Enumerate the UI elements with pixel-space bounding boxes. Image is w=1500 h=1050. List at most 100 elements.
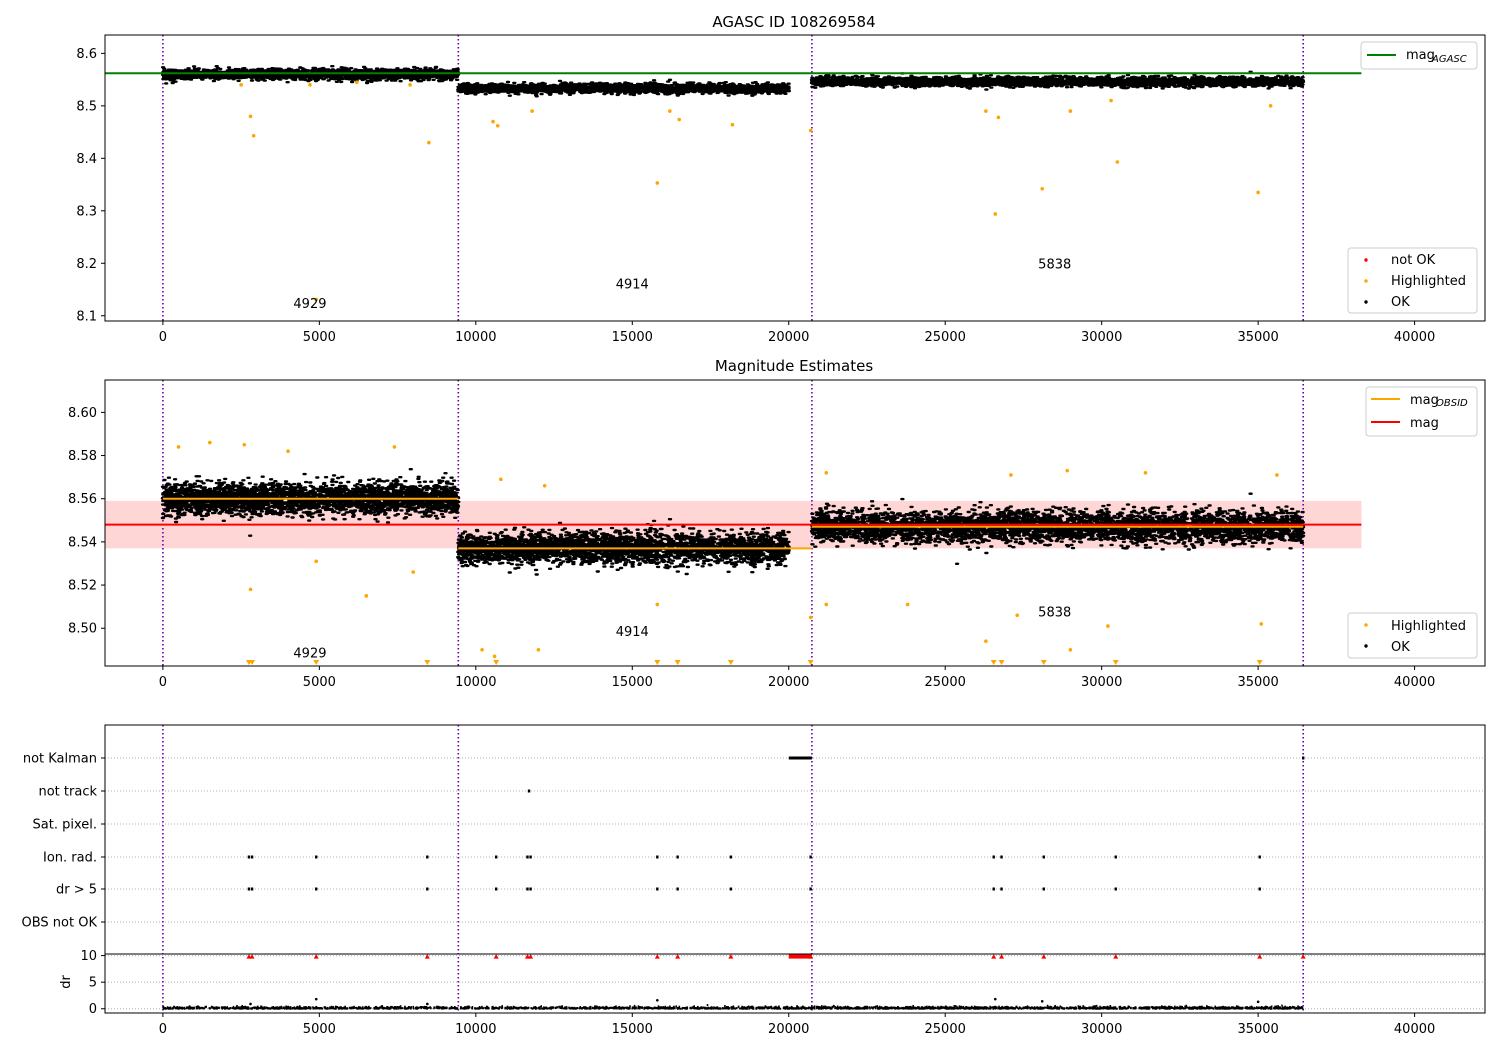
highlighted-point (1256, 190, 1260, 195)
highlighted-point (208, 440, 212, 445)
dr-points (162, 1004, 1304, 1010)
panel-agasc: AGASC ID 108269584 0 5000 10000 15000 20000 2… (76, 13, 1486, 345)
highlighted-point (248, 114, 253, 119)
highlighted-point (808, 615, 813, 620)
x-tick-label: 20000 (768, 330, 809, 345)
highlighted-point (808, 128, 813, 133)
highlighted-point (480, 648, 484, 652)
obsid-label: 4914 (616, 625, 649, 640)
x-tick-label: 5000 (303, 675, 336, 690)
x-tick-label: 0 (159, 330, 167, 345)
highlighted-point (1040, 186, 1045, 191)
highlighted-point (993, 212, 998, 216)
legend-label: mag (1406, 48, 1435, 63)
highlighted-point (308, 83, 312, 87)
highlighted-point (314, 297, 319, 302)
flag-point (1258, 855, 1261, 859)
highlighted-point (536, 648, 541, 652)
flag-point (529, 887, 532, 891)
dr-clipped-marker (1257, 954, 1263, 959)
highlighted-point (364, 594, 369, 598)
flag-point (247, 855, 251, 859)
flag-point (992, 855, 995, 859)
dr-clipped-marker (1300, 954, 1306, 959)
dr-clipped-marker (675, 954, 681, 959)
y-tick-label: 8.1 (76, 309, 97, 324)
x-tick-label: 0 (159, 1022, 167, 1037)
x-tick-label: 30000 (1081, 1022, 1122, 1037)
flag-row-label: not track (38, 785, 97, 800)
dr-tick-label: 10 (80, 949, 97, 964)
flag-point (1301, 756, 1305, 760)
legend-highlighted: Highlighted (1391, 274, 1466, 289)
highlighted-point (730, 122, 735, 127)
x-tick-label: 10000 (455, 330, 496, 345)
flag-row-label: Ion. rad. (43, 851, 97, 866)
x-tick-label: 35000 (1237, 1022, 1278, 1037)
dr-clipped-marker (313, 954, 319, 959)
dr-clipped-range (788, 954, 812, 959)
dr-clipped-marker (999, 954, 1005, 959)
highlighted-point (655, 181, 660, 185)
off-scale-marker (493, 660, 500, 665)
off-scale-marker (1256, 660, 1263, 665)
highlighted-point (392, 445, 397, 449)
flag-point (247, 887, 251, 891)
flag-point (992, 887, 995, 891)
highlighted-point (1015, 613, 1019, 618)
flag-point (729, 887, 733, 891)
dr-outlier (1040, 1000, 1044, 1003)
flag-point (250, 887, 254, 891)
highlighted-point (542, 483, 547, 488)
ok-points (456, 78, 791, 98)
y-tick-label: 8.56 (68, 492, 97, 507)
flag-row-label: Sat. pixel. (33, 818, 97, 833)
flag-point (315, 855, 318, 859)
y-tick-label: 8.2 (76, 257, 97, 272)
flag-point (676, 887, 679, 891)
panel-magnitude-estimates: Magnitude Estimates 0 5000 10000 15000 20000… (68, 357, 1486, 690)
axes-frame (104, 34, 1486, 322)
highlighted-point (242, 442, 247, 447)
dr-outlier (249, 1002, 252, 1006)
dr-clipped-marker (1041, 954, 1047, 959)
flag-point (656, 887, 659, 891)
x-tick-label: 25000 (925, 1022, 966, 1037)
highlighted-point (427, 140, 431, 145)
x-tick-label: 25000 (925, 675, 966, 690)
dr-clipped-marker (524, 954, 530, 959)
dr-clipped-marker (654, 954, 660, 959)
flag-point (494, 855, 498, 859)
off-scale-marker (990, 660, 997, 665)
highlighted-point (984, 639, 988, 643)
highlighted-point (355, 80, 359, 85)
highlighted-point (314, 559, 319, 564)
flag-point (1114, 855, 1117, 859)
flag-point (529, 855, 532, 859)
flag-point (809, 855, 812, 859)
highlighted-point (1143, 471, 1148, 475)
x-tick-label: 25000 (925, 330, 966, 345)
off-scale-marker (313, 660, 320, 665)
highlighted-point (1065, 468, 1070, 473)
y-tick-label: 8.50 (68, 622, 97, 637)
obsid-label: 5838 (1038, 258, 1071, 273)
dr-clipped-marker (493, 954, 499, 959)
highlighted-point (655, 602, 660, 607)
flag-point (1258, 887, 1261, 891)
flag-point (526, 855, 529, 859)
flag-point (494, 887, 498, 891)
off-scale-marker (249, 660, 256, 665)
flag-point (1000, 855, 1003, 859)
axes-frame (104, 724, 1486, 1014)
legend-not-ok: not OK (1391, 253, 1436, 268)
highlighted-point (996, 115, 1001, 120)
highlighted-point (411, 570, 416, 574)
y-tick-label: 8.58 (68, 449, 97, 464)
flag-row-label: not Kalman (23, 752, 97, 767)
flag-point (1114, 887, 1117, 891)
legend-ok: OK (1391, 295, 1410, 310)
off-scale-marker (727, 660, 734, 665)
dr-outlier (314, 997, 318, 1001)
highlighted-point (984, 109, 988, 113)
